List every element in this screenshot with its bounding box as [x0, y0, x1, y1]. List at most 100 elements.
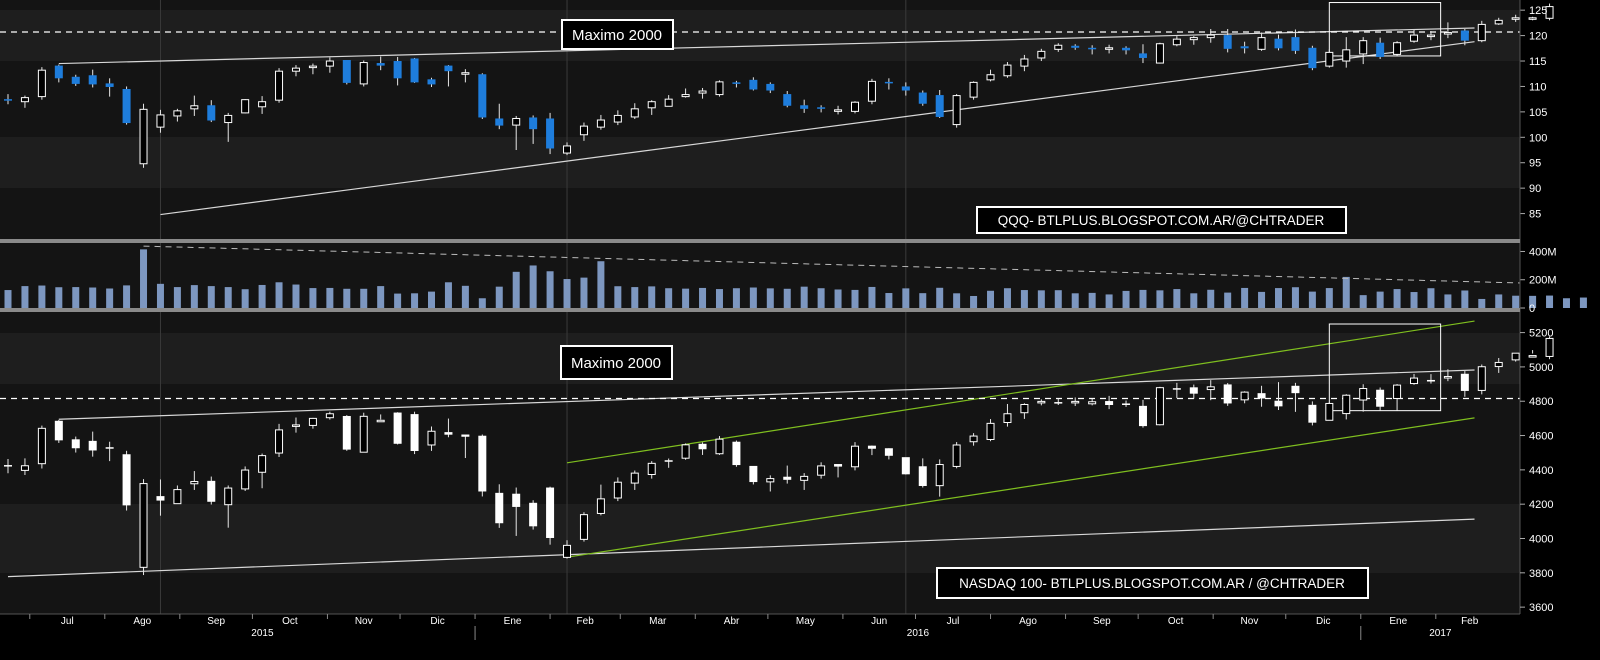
panel-separator-2 [0, 308, 1520, 312]
volume-bar [89, 287, 97, 308]
volume-y-tick-label: 400M [1529, 246, 1557, 258]
ndx-candle-up [1325, 402, 1334, 421]
volume-bar [512, 271, 520, 308]
volume-bar [4, 290, 12, 308]
qqq-candle-down [88, 75, 97, 85]
qqq-candle-up [1172, 38, 1181, 46]
volume-bar [936, 287, 944, 308]
ndx-candle-up [969, 435, 978, 443]
qqq-candle-up [834, 109, 843, 112]
qqq-candle-up [647, 101, 656, 109]
volume-bar [749, 287, 757, 308]
qqq-candle-down [71, 76, 80, 84]
ndx-candle-down [122, 454, 131, 506]
volume-bar [1173, 289, 1181, 308]
qqq-candle-up [851, 101, 859, 112]
ndx-band [0, 504, 1520, 573]
volume-bar [394, 293, 402, 308]
volume-bar [1359, 295, 1367, 308]
qqq-candle-up [190, 105, 199, 110]
ndx-candle-up [1359, 388, 1368, 401]
ndx-candle-down [207, 480, 216, 502]
qqq-candle-up [291, 67, 300, 72]
volume-bars [4, 249, 1587, 308]
volume-bar [292, 284, 300, 308]
qqq-candle-up [37, 69, 46, 98]
volume-bar [275, 282, 283, 308]
qqq-candle-down [918, 92, 927, 104]
qqq-candle-up [1342, 49, 1351, 62]
qqq-candle-down [54, 65, 63, 79]
qqq-candle-down [884, 81, 893, 84]
qqq-candle-down [766, 83, 775, 91]
volume-bar [326, 287, 334, 308]
qqq-candle-up [698, 90, 707, 94]
ndx-candle-down [444, 432, 453, 435]
volume-bar [614, 286, 622, 308]
ndx-candle-up [190, 481, 199, 485]
volume-bar [360, 288, 368, 308]
volume-bar [648, 286, 656, 308]
qqq-y-tick-label: 115 [1529, 56, 1547, 68]
volume-bar [953, 293, 961, 308]
volume-bar [817, 288, 825, 308]
qqq-candle-up [1325, 51, 1334, 67]
qqq-maximo-box [561, 19, 674, 50]
ndx-candle-up [1342, 394, 1351, 415]
ndx-candle-up [681, 444, 690, 459]
volume-bar [224, 287, 232, 308]
volume-bar [1427, 288, 1435, 308]
qqq-candle-up [579, 125, 588, 136]
volume-bar [1207, 289, 1215, 308]
qqq-candle-down [901, 86, 910, 91]
ndx-candle-up [275, 429, 284, 454]
ndx-candle-up [715, 438, 724, 455]
volume-bar [258, 284, 266, 308]
ndx-candle-up [817, 465, 826, 476]
volume-bar [207, 286, 215, 308]
ndx-y-tick-label: 3600 [1529, 602, 1553, 614]
qqq-candle-up [1359, 40, 1368, 55]
ndx-candle-down [867, 445, 876, 449]
volume-bar [1054, 290, 1062, 308]
x-month-label: Jun [871, 616, 887, 627]
volume-bar [106, 288, 114, 308]
volume-bar [732, 288, 740, 308]
qqq-candle-up [512, 117, 521, 126]
qqq-candle-up [325, 60, 334, 67]
ndx-candle-up [1003, 413, 1012, 424]
x-month-label: Sep [207, 616, 225, 627]
ndx-candle-down [1189, 387, 1198, 394]
volume-bar [241, 289, 249, 308]
qqq-candle-up [1545, 6, 1554, 19]
qqq-candle-up [1105, 47, 1114, 50]
ndx-candle-up [1240, 391, 1249, 401]
ndx-candle-up [935, 464, 944, 487]
ndx-band [0, 312, 1520, 333]
ndx-candle-down [478, 435, 487, 492]
qqq-highlight-box [1328, 2, 1442, 57]
volume-bar [428, 291, 435, 308]
qqq-candle-up [275, 70, 284, 101]
volume-bar [1325, 288, 1333, 308]
ndx-y-tick-label: 4400 [1529, 465, 1553, 477]
volume-bar [123, 285, 131, 308]
x-month-label: Ene [1389, 616, 1407, 627]
ndx-trendline-line [7, 518, 1475, 578]
ndx-y-tick-label: 4200 [1529, 499, 1553, 511]
volume-bar [1258, 291, 1266, 308]
qqq-y-tick-label: 105 [1529, 107, 1547, 119]
ndx-candle-up [1088, 401, 1097, 405]
qqq-candle-down [1138, 53, 1147, 58]
volume-bar [1291, 287, 1299, 308]
ndx-candle-up [1037, 400, 1046, 404]
volume-bar [580, 277, 588, 308]
qqq-candle-up [1003, 64, 1012, 77]
x-year-label: 2015 [251, 628, 274, 639]
qqq-candle-up [952, 95, 961, 126]
qqq-candle-down [410, 58, 419, 83]
qqq-title: QQQ- BTLPLUS.BLOGSPOT.COM.AR/@CHTRADER [998, 213, 1325, 228]
qqq-maximo-text: Maximo 2000 [572, 27, 662, 44]
qqq-candle-up [986, 74, 995, 81]
